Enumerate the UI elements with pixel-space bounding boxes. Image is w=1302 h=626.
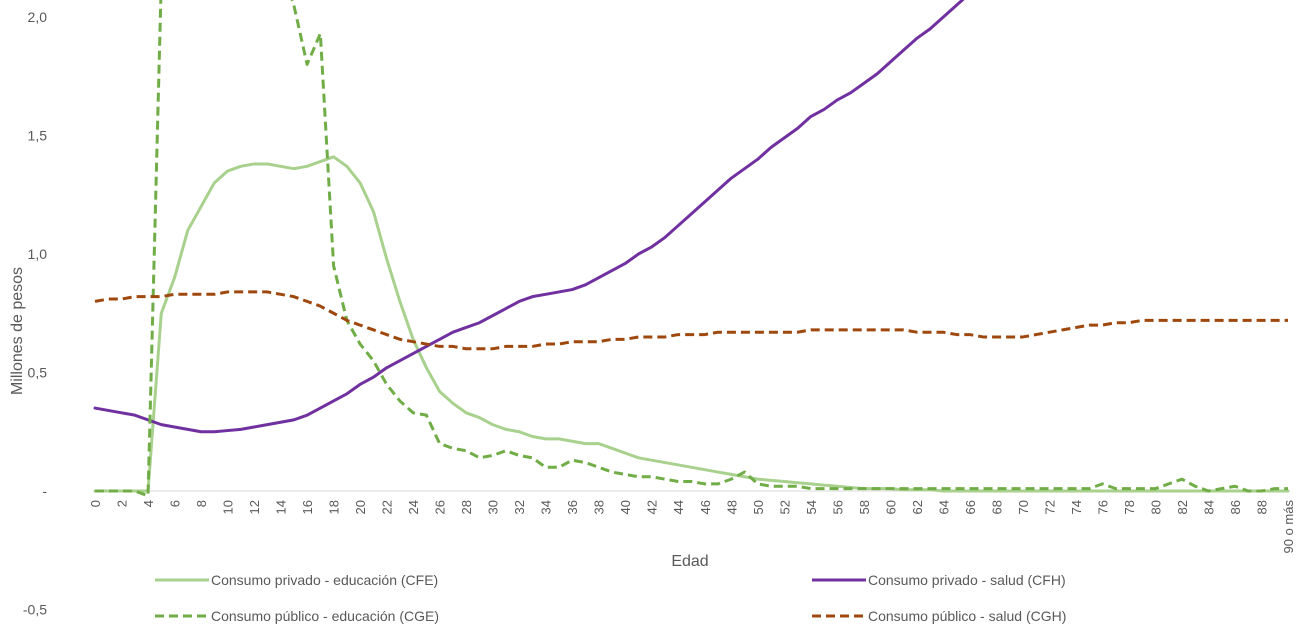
x-tick-label: 30	[486, 500, 501, 514]
legend-item: Consumo público - salud (CGH)	[812, 608, 1066, 624]
y-tick-label: 1,5	[28, 128, 48, 144]
x-tick-labels: 0 2 4 6 8 10 12 14 16 18 20 22 24 26 28 30 32 34 36 38 40 42 4…	[88, 500, 1296, 554]
x-tick-label: 62	[910, 500, 925, 514]
x-tick-label: 48	[724, 500, 739, 514]
y-tick-label: 2,0	[28, 9, 48, 25]
y-tick-label: 0,5	[28, 365, 48, 381]
x-tick-label: 72	[1042, 500, 1057, 514]
x-tick-label: 70	[1016, 500, 1031, 514]
x-tick-label: 16	[300, 500, 315, 514]
x-tick-label: 64	[936, 500, 951, 514]
series-line-2	[95, 0, 1288, 498]
x-tick-label: 58	[857, 500, 872, 514]
x-tick-label: 88	[1254, 500, 1269, 514]
x-tick-label: 20	[353, 500, 368, 514]
x-tick-label: 82	[1175, 500, 1190, 514]
x-tick-label: 14	[274, 500, 289, 514]
x-tick-label: 24	[406, 500, 421, 514]
x-tick-label: 86	[1228, 500, 1243, 514]
x-tick-label: 68	[989, 500, 1004, 514]
y-tick-label: -0,5	[23, 602, 47, 618]
x-tick-label: 90 o más	[1281, 500, 1296, 554]
x-axis-label: Edad	[671, 553, 708, 570]
x-tick-label: 0	[88, 500, 103, 507]
x-tick-label: 44	[671, 500, 686, 514]
x-tick-label: 28	[459, 500, 474, 514]
legend-item: Consumo privado - educación (CFE)	[155, 572, 438, 588]
x-tick-label: 2	[115, 500, 130, 507]
x-tick-label: 26	[433, 500, 448, 514]
x-tick-label: 76	[1095, 500, 1110, 514]
y-axis: Millones de pesos -0,5-0,51,01,52,02,53,…	[9, 9, 48, 618]
y-tick-label: 1,0	[28, 246, 48, 262]
x-tick-label: 50	[751, 500, 766, 514]
x-tick-label: 40	[618, 500, 633, 514]
series-line-0	[93, 155, 1290, 493]
x-tick-label: 22	[380, 500, 395, 514]
x-tick-label: 38	[592, 500, 607, 514]
series-line-1	[93, 0, 965, 434]
legend: Consumo privado - educación (CFE) Consumo…	[155, 572, 1066, 624]
x-tick-label: 56	[830, 500, 845, 514]
x-tick-label: 84	[1201, 500, 1216, 514]
series-lines	[93, 0, 1290, 498]
x-tick-label: 78	[1122, 500, 1137, 514]
y-tick-labels: -0,5-0,51,01,52,02,53,03,54,0	[23, 9, 48, 618]
y-tick-label: -	[42, 483, 47, 499]
y-axis-label: Millones de pesos	[9, 267, 26, 395]
series-line-3	[94, 290, 1288, 351]
x-tick-label: 18	[327, 500, 342, 514]
x-tick-label: 66	[963, 500, 978, 514]
legend-label: Consumo privado - salud (CFH)	[868, 572, 1066, 588]
x-tick-label: 32	[512, 500, 527, 514]
legend-label: Consumo privado - educación (CFE)	[211, 572, 438, 588]
x-tick-label: 80	[1148, 500, 1163, 514]
x-tick-label: 6	[168, 500, 183, 507]
x-tick-label: 12	[247, 500, 262, 514]
x-tick-label: 74	[1069, 500, 1084, 514]
x-tick-label: 8	[194, 500, 209, 507]
x-tick-label: 60	[883, 500, 898, 514]
legend-item: Consumo público - educación (CGE)	[155, 608, 439, 624]
x-tick-label: 42	[645, 500, 660, 514]
x-tick-label: 4	[141, 500, 156, 507]
x-tick-label: 54	[804, 500, 819, 514]
x-tick-label: 34	[539, 500, 554, 514]
x-tick-label: 10	[221, 500, 236, 514]
x-tick-label: 52	[777, 500, 792, 514]
legend-item: Consumo privado - salud (CFH)	[812, 572, 1066, 588]
legend-label: Consumo público - educación (CGE)	[211, 608, 439, 624]
legend-label: Consumo público - salud (CGH)	[868, 608, 1066, 624]
x-tick-label: 46	[698, 500, 713, 514]
x-tick-label: 36	[565, 500, 580, 514]
